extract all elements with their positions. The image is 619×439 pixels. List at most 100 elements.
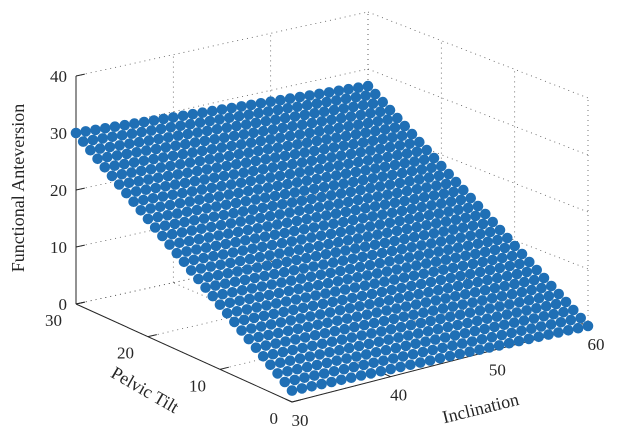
data-point — [411, 221, 423, 233]
data-point — [316, 378, 327, 390]
data-point — [219, 278, 231, 290]
data-point — [374, 297, 385, 308]
data-point — [128, 196, 139, 207]
data-point — [423, 248, 435, 259]
data-point — [328, 180, 340, 191]
data-point — [376, 247, 388, 259]
data-point — [201, 164, 213, 175]
data-point — [236, 101, 247, 112]
data-points — [70, 80, 594, 396]
data-point — [77, 136, 89, 147]
data-point — [262, 144, 274, 155]
data-point — [484, 226, 496, 238]
data-point — [277, 346, 289, 358]
data-point — [284, 130, 296, 142]
data-point — [432, 323, 444, 335]
data-point — [423, 172, 435, 183]
data-point — [435, 236, 447, 247]
data-point — [250, 194, 261, 205]
data-point — [460, 289, 471, 300]
data-point — [415, 357, 426, 368]
data-point — [288, 265, 300, 276]
data-point — [275, 317, 287, 328]
data-point — [250, 155, 262, 167]
data-point — [428, 266, 439, 278]
data-point — [506, 250, 518, 262]
data-point — [355, 109, 367, 121]
data-point — [233, 111, 245, 122]
data-point — [226, 179, 237, 190]
data-point — [323, 87, 335, 98]
data-point — [218, 209, 229, 221]
data-point — [269, 268, 280, 280]
data-point — [487, 254, 498, 266]
data-point — [489, 321, 500, 333]
data-point — [338, 216, 349, 228]
data-point — [211, 124, 223, 135]
data-point — [315, 269, 327, 281]
data-point — [243, 147, 254, 158]
data-point — [333, 160, 345, 171]
data-point — [162, 170, 174, 182]
z-tick-label: 40 — [50, 67, 67, 86]
data-point — [523, 294, 535, 306]
data-point — [445, 196, 457, 207]
data-point — [314, 88, 325, 100]
data-point — [371, 268, 383, 279]
data-point — [325, 267, 336, 279]
data-point — [224, 297, 236, 309]
data-point — [143, 174, 154, 185]
data-point — [206, 221, 217, 233]
data-point — [518, 315, 530, 326]
data-point — [290, 294, 302, 305]
data-point — [340, 130, 352, 142]
data-point — [371, 307, 383, 318]
data-point — [121, 148, 133, 160]
data-point — [306, 193, 318, 205]
data-point — [184, 157, 196, 168]
data-point — [298, 224, 310, 235]
data-point — [253, 107, 264, 119]
data-point — [350, 166, 362, 178]
data-point — [159, 220, 171, 231]
back-wall-grid-line — [367, 11, 589, 99]
data-point — [185, 118, 196, 130]
data-point — [509, 278, 520, 290]
data-point — [299, 332, 311, 343]
data-point — [286, 385, 298, 396]
data-point — [425, 315, 436, 327]
data-point — [302, 321, 314, 333]
data-point — [438, 264, 449, 276]
data-point — [299, 372, 310, 384]
data-point — [350, 243, 361, 254]
data-point — [487, 216, 499, 228]
z-tick-label: 30 — [50, 124, 67, 143]
data-point — [233, 149, 245, 160]
data-point — [457, 222, 469, 233]
data-point — [155, 162, 167, 173]
data-point — [345, 148, 357, 160]
data-point — [462, 202, 474, 214]
y-tick-label: 10 — [189, 376, 206, 395]
data-point — [362, 193, 374, 204]
data-point — [294, 167, 306, 178]
data-point — [458, 184, 469, 196]
data-point — [263, 289, 275, 301]
data-point — [438, 188, 450, 199]
data-point — [391, 225, 403, 237]
data-point — [253, 291, 265, 303]
data-point — [315, 230, 327, 242]
data-point — [388, 353, 399, 364]
data-point — [338, 363, 350, 375]
data-point — [247, 243, 258, 255]
data-point — [287, 158, 298, 170]
data-point — [399, 158, 411, 169]
data-point — [267, 124, 279, 135]
data-point — [234, 255, 246, 267]
data-point — [364, 259, 376, 271]
data-point — [526, 284, 537, 296]
data-point — [189, 175, 201, 187]
data-point — [230, 236, 241, 248]
data-point — [267, 200, 278, 212]
